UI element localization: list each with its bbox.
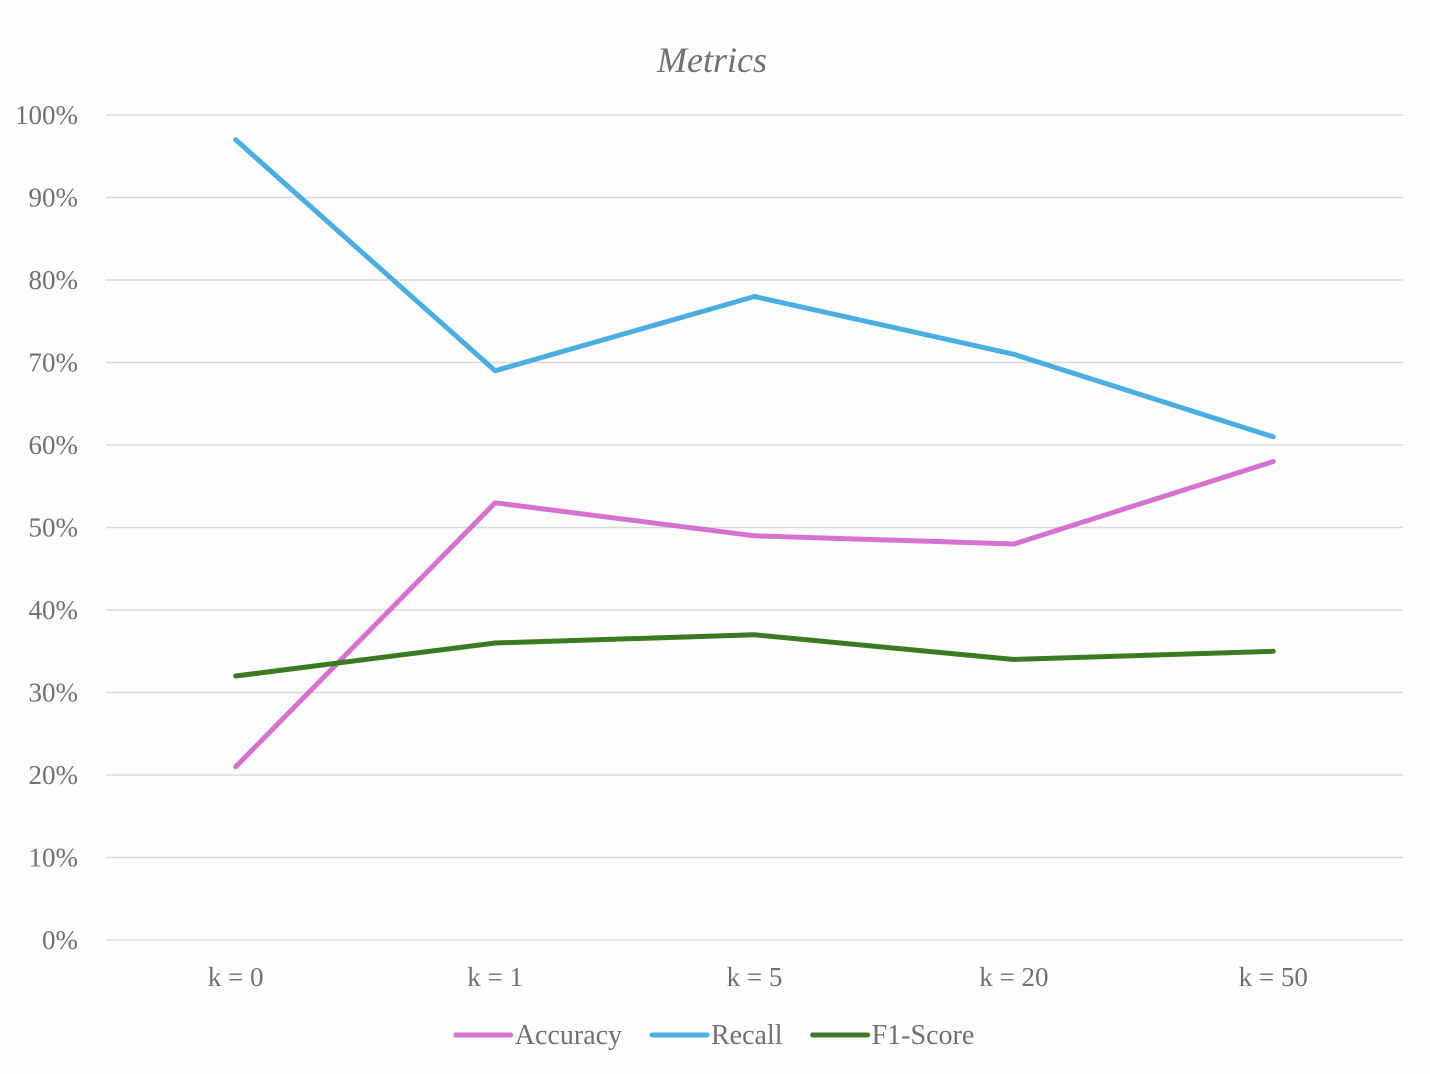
y-tick-label: 40% [29,595,79,625]
y-tick-label: 0% [42,925,78,955]
x-axis-tick-labels: k = 0 k = 1 k = 5 k = 20 k = 50 [208,962,1308,992]
legend-item: Accuracy [453,1020,622,1051]
series-line-accuracy [233,459,1276,770]
y-tick-label: 80% [29,265,79,295]
x-tick-label: k = 1 [467,962,523,992]
y-tick-label: 10% [29,843,79,873]
gridlines [106,114,1403,941]
y-tick-label: 60% [29,430,79,460]
series-lines [233,137,1276,770]
legend-label: Recall [711,1020,783,1051]
y-tick-label: 100% [15,100,78,130]
y-tick-label: 70% [29,348,79,378]
y-tick-label: 90% [29,183,79,213]
y-tick-label: 20% [29,760,79,790]
y-tick-label: 50% [29,513,79,543]
y-axis-tick-labels: 0% 10% 20% 30% 40% 50% 60% 70% 80% 90% 100% [15,100,78,955]
y-tick-label: 30% [29,678,79,708]
legend-item: F1-Score [810,1020,975,1051]
legend-item: Recall [649,1020,783,1051]
legend-label: F1-Score [872,1020,975,1051]
x-tick-label: k = 20 [979,962,1048,992]
x-tick-label: k = 5 [727,962,783,992]
x-tick-label: k = 0 [208,962,264,992]
series-line-f1-score [233,632,1276,679]
legend-label: Accuracy [515,1020,622,1051]
series-line-recall [233,137,1276,440]
chart-title: Metrics [656,40,767,80]
x-tick-label: k = 50 [1239,962,1308,992]
legend: Accuracy Recall F1-Score [453,1020,975,1051]
